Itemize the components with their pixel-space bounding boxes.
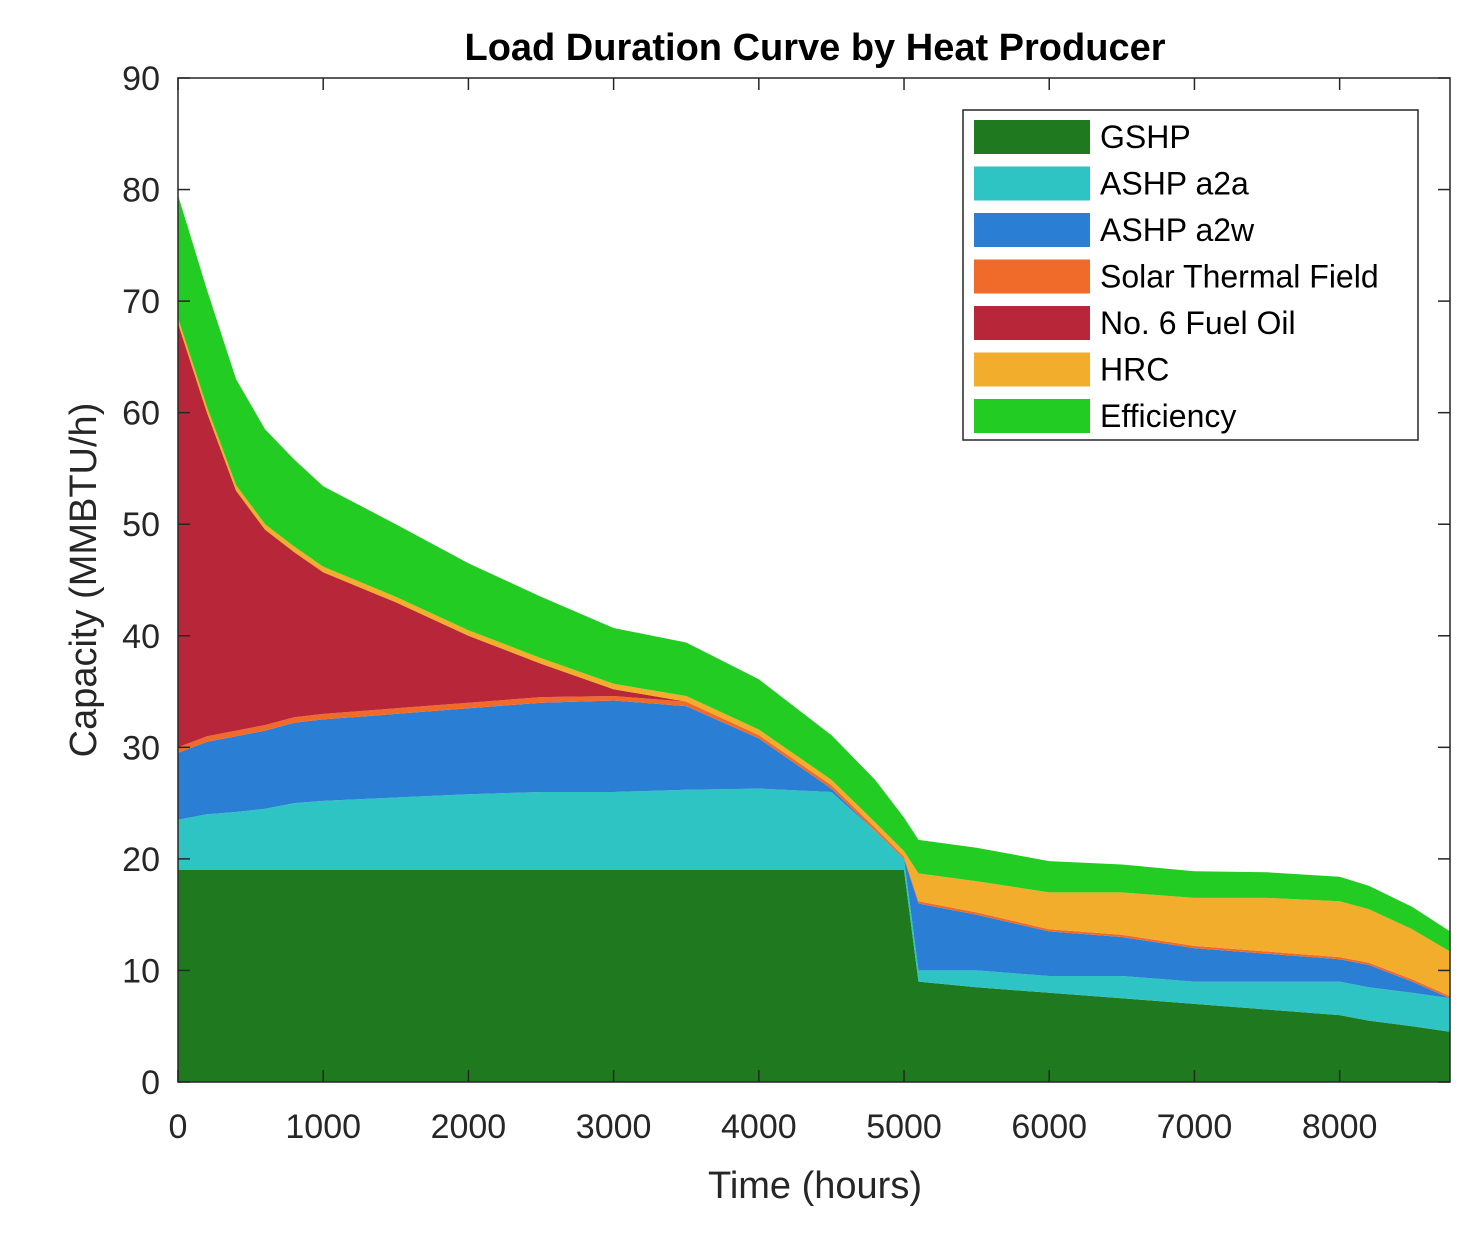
legend-label-hrc: HRC xyxy=(1100,352,1169,388)
legend-swatch-no-6-fuel-oil xyxy=(974,306,1090,340)
x-tick-label: 0 xyxy=(169,1108,188,1146)
legend-swatch-gshp xyxy=(974,120,1090,154)
chart-title: Load Duration Curve by Heat Producer xyxy=(464,27,1165,69)
y-tick-label: 80 xyxy=(122,172,160,210)
x-tick-label: 4000 xyxy=(721,1108,797,1146)
y-tick-label: 70 xyxy=(122,283,160,321)
y-tick-label: 30 xyxy=(122,729,160,767)
y-tick-label: 10 xyxy=(122,952,160,990)
area-hrc xyxy=(178,317,1450,997)
legend-label-ashp-a2w: ASHP a2w xyxy=(1100,212,1255,248)
x-tick-label: 5000 xyxy=(866,1108,942,1146)
legend-swatch-hrc xyxy=(974,352,1090,387)
y-tick-label: 0 xyxy=(141,1064,160,1102)
y-tick-label: 90 xyxy=(122,60,160,98)
legend-label-ashp-a2a: ASHP a2a xyxy=(1100,166,1249,202)
legend-label-gshp: GSHP xyxy=(1100,119,1191,155)
y-axis-label: Capacity (MMBTU/h) xyxy=(63,403,105,758)
x-axis-ticks: 0 1000 2000 3000 4000 5000 6000 7000 8000 xyxy=(169,78,1378,1146)
legend-swatch-ashp-a2a xyxy=(974,166,1090,201)
area-efficiency xyxy=(178,195,1450,952)
area-ashp-a2a xyxy=(178,788,1450,1032)
legend-swatch-solar-thermal-field xyxy=(974,259,1090,294)
y-tick-label: 60 xyxy=(122,395,160,433)
plot-frame xyxy=(177,77,1451,1083)
y-axis-ticks: 0 10 20 30 40 50 60 70 80 90 xyxy=(122,60,1450,1102)
area-no-6-fuel-oil xyxy=(178,323,1450,997)
x-tick-label: 3000 xyxy=(576,1108,652,1146)
x-tick-label: 6000 xyxy=(1011,1108,1087,1146)
x-tick-label: 1000 xyxy=(285,1108,361,1146)
area-gshp xyxy=(178,870,1450,1082)
x-tick-label: 2000 xyxy=(431,1108,507,1146)
legend-label-solar-thermal-field: Solar Thermal Field xyxy=(1100,259,1379,295)
stacked-area-layers xyxy=(178,195,1450,1082)
legend: GSHP ASHP a2a ASHP a2w Solar Thermal Field N… xyxy=(962,109,1419,441)
x-tick-label: 8000 xyxy=(1302,1108,1378,1146)
legend-label-no-6-fuel-oil: No. 6 Fuel Oil xyxy=(1100,305,1296,341)
legend-swatch-ashp-a2w xyxy=(974,213,1090,247)
y-tick-label: 20 xyxy=(122,841,160,879)
area-ashp-a2w xyxy=(178,700,1450,999)
legend-swatch-efficiency xyxy=(974,399,1090,433)
legend-label-efficiency: Efficiency xyxy=(1100,398,1236,434)
y-tick-label: 50 xyxy=(122,506,160,544)
y-tick-label: 40 xyxy=(122,618,160,656)
x-tick-label: 7000 xyxy=(1157,1108,1233,1146)
x-axis-label: Time (hours) xyxy=(708,1165,922,1207)
